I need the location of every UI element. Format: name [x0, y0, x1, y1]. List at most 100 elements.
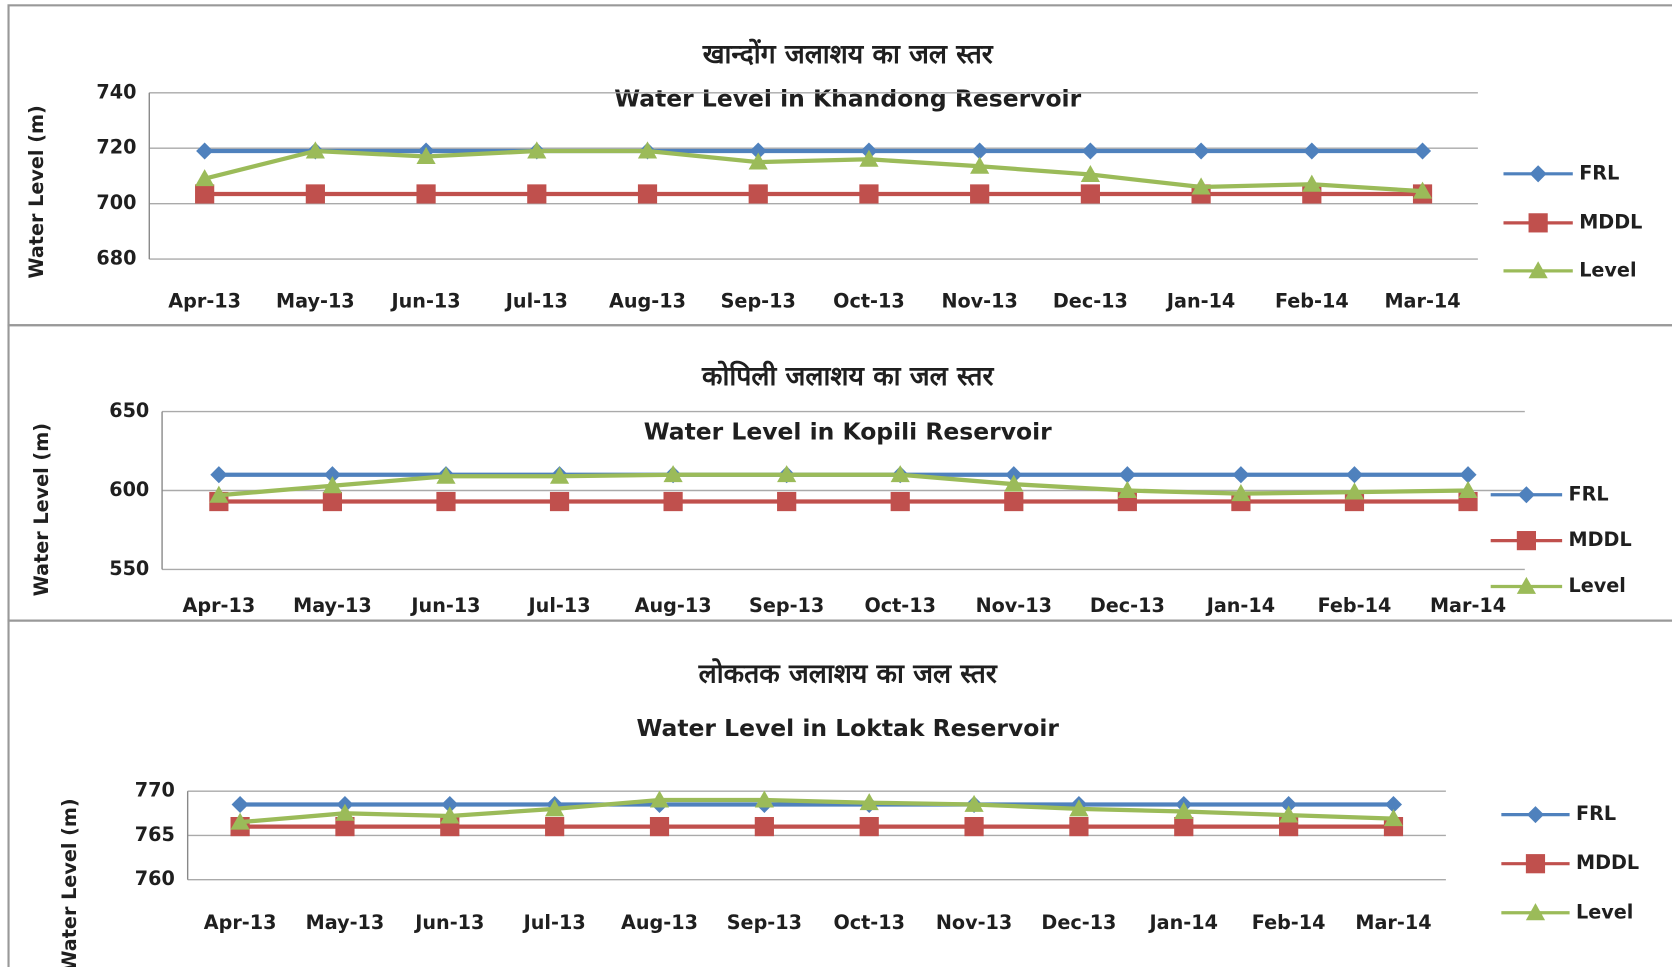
x-tick-label: Jan-14 [1148, 911, 1218, 934]
marker [890, 491, 910, 512]
marker [416, 184, 436, 204]
charts: खान्दोंग जलाशय का जल स्तर Water Level in … [7, 4, 1672, 967]
x-tick-label: May-13 [306, 911, 385, 934]
x-tick-label: Oct-13 [833, 289, 905, 312]
legend-label: MDDL [1576, 851, 1639, 874]
marker [195, 184, 215, 204]
legend-marker [1516, 576, 1537, 594]
x-tick-label: Nov-13 [941, 289, 1017, 312]
marker [1118, 466, 1136, 484]
x-tick-label: Jul-13 [504, 289, 568, 312]
x-tick-label: Mar-14 [1384, 289, 1460, 312]
legend-marker [1525, 854, 1546, 874]
marker [545, 816, 565, 837]
series-line [218, 472, 1469, 498]
x-tick-label: Aug-13 [635, 594, 712, 617]
marker [322, 476, 343, 494]
marker [436, 466, 456, 484]
x-tick-label: Jan-14 [1205, 594, 1275, 617]
marker [777, 465, 797, 483]
marker [416, 146, 436, 164]
x-tick-label: May-13 [276, 289, 355, 312]
marker [754, 816, 774, 837]
y-axis-label: Water Level (m) [30, 423, 53, 596]
y-tick-label: 680 [96, 247, 136, 270]
y-tick-label: 720 [96, 136, 136, 159]
marker [890, 465, 910, 483]
chart-title: कोपिली जलाशय का जल स्तर [701, 360, 994, 392]
marker [1303, 142, 1321, 160]
legend-marker [1529, 165, 1547, 183]
x-tick-label: Dec-13 [1053, 289, 1128, 312]
panel [7, 619, 1672, 967]
marker [1458, 480, 1478, 498]
marker [1279, 805, 1299, 823]
marker [1414, 142, 1432, 160]
series-line [204, 148, 1423, 194]
marker [748, 184, 768, 204]
marker [1069, 816, 1089, 837]
x-tick-label: Mar-14 [1430, 594, 1506, 617]
marker [1232, 466, 1250, 484]
x-tick-label: Apr-13 [168, 289, 241, 312]
marker [335, 816, 355, 837]
marker [637, 141, 658, 159]
x-tick-label: Jun-13 [409, 594, 480, 617]
marker [440, 806, 460, 824]
marker [1344, 482, 1365, 500]
x-tick-label: Apr-13 [204, 911, 277, 934]
x-tick-label: Oct-13 [864, 594, 936, 617]
x-tick-label: Nov-13 [976, 594, 1052, 617]
marker [859, 184, 879, 204]
chart-subtitle: Water Level in Loktak Reservoir [636, 714, 1059, 742]
marker [1080, 184, 1100, 204]
marker [230, 812, 250, 830]
y-tick-label: 765 [135, 823, 175, 846]
marker [649, 816, 670, 837]
x-tick-label: Dec-13 [1090, 594, 1165, 617]
marker [1302, 174, 1322, 192]
marker [1231, 484, 1251, 502]
marker [754, 790, 774, 808]
marker [1192, 142, 1210, 160]
marker [210, 466, 228, 484]
x-tick-label: May-13 [293, 594, 372, 617]
legend-label: Level [1576, 900, 1633, 923]
marker [1117, 480, 1137, 498]
x-tick-label: Jun-13 [413, 911, 484, 934]
marker [1174, 801, 1194, 820]
marker [663, 491, 683, 512]
marker [748, 152, 768, 170]
marker [859, 816, 879, 837]
marker [1004, 474, 1024, 492]
legend-marker [1528, 261, 1548, 279]
y-tick-label: 700 [96, 191, 136, 214]
x-tick-label: Apr-13 [182, 594, 255, 617]
x-tick-label: Jul-13 [522, 911, 586, 934]
marker [1004, 491, 1024, 512]
legend-label: FRL [1576, 802, 1616, 825]
y-tick-label: 650 [109, 399, 149, 422]
marker [209, 485, 229, 503]
legend-marker [1528, 213, 1548, 233]
legend-label: FRL [1569, 482, 1609, 505]
marker [1174, 816, 1194, 837]
x-tick-label: Feb-14 [1318, 594, 1392, 617]
marker [305, 141, 325, 159]
y-tick-label: 600 [109, 478, 149, 501]
marker [1412, 181, 1433, 199]
marker [1191, 177, 1211, 195]
marker [305, 184, 325, 204]
marker [970, 156, 990, 174]
marker [195, 169, 215, 187]
marker [649, 790, 670, 808]
marker [231, 795, 249, 814]
marker [777, 491, 797, 512]
marker [964, 794, 984, 812]
x-tick-label: Feb-14 [1275, 289, 1349, 312]
marker [964, 816, 984, 837]
marker [335, 803, 355, 821]
marker [436, 491, 456, 512]
x-tick-label: Sep-13 [721, 289, 796, 312]
marker [637, 184, 658, 204]
